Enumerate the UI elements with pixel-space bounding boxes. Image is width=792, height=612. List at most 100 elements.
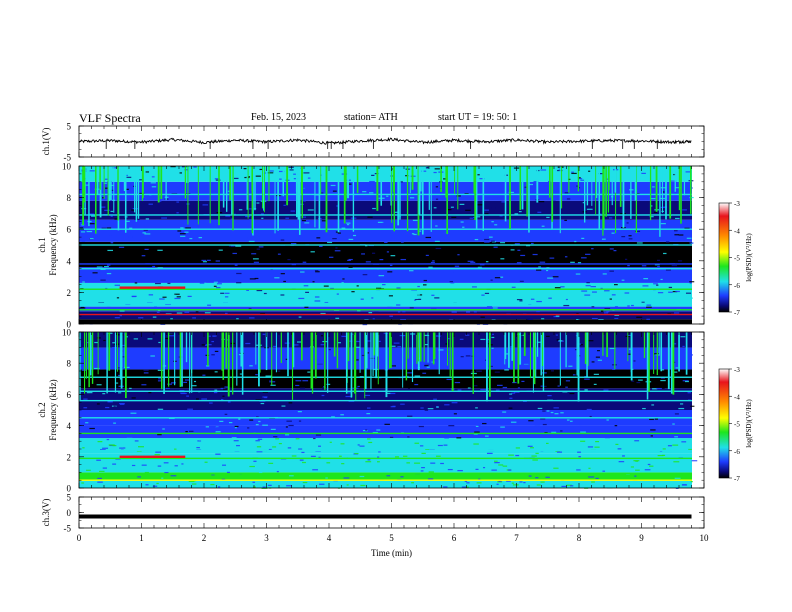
spectrogram-speckle	[293, 173, 298, 175]
spectrogram-speckle	[164, 471, 169, 474]
spectrogram-speckle	[167, 383, 173, 385]
spectrogram-speckle	[314, 270, 319, 272]
spectrogram-speckle	[205, 426, 209, 428]
spectrogram-speckle	[198, 237, 203, 239]
spectrogram-speckle	[689, 281, 695, 283]
spectrogram-speckle	[251, 253, 257, 255]
spectrogram-speckle	[146, 267, 152, 269]
spectrogram-speckle	[147, 243, 150, 245]
spectrogram-speckle	[356, 341, 360, 343]
spectrogram-speckle	[502, 411, 507, 413]
spectrogram-speckle	[167, 333, 173, 335]
spectrogram-speckle	[485, 347, 492, 349]
spectrogram-speckle	[97, 235, 101, 237]
spectrogram-speckle	[394, 370, 399, 372]
spectrogram-speckle	[689, 354, 693, 356]
spectrogram-speckle	[85, 422, 89, 424]
spectrogram-speckle	[110, 210, 114, 213]
spectrogram-speckle	[606, 178, 609, 180]
spectrogram-speckle	[485, 435, 489, 437]
spectrogram-speckle	[360, 361, 364, 363]
spectrogram-speckle	[209, 402, 213, 404]
colorbar-1	[718, 202, 730, 313]
spectrogram-speckle	[244, 480, 249, 482]
spectrogram-speckle	[387, 306, 393, 309]
spectrogram-speckle	[200, 394, 204, 396]
spectrogram-speckle	[280, 239, 285, 241]
spectrogram-speckle	[475, 246, 479, 248]
spectrogram-speckle	[547, 350, 551, 352]
spectrogram-speckle	[192, 317, 197, 319]
spectrogram-speckle	[446, 378, 453, 381]
spectrogram-speckle	[457, 469, 463, 472]
spectrogram-speckle	[372, 318, 375, 320]
spectrogram-speckle	[86, 392, 93, 394]
spectrogram-speckle	[145, 433, 151, 435]
spectrogram-speckle	[632, 366, 637, 368]
spectrogram-speckle	[652, 388, 658, 390]
spectrogram-speckle	[355, 346, 361, 348]
spectrogram-speckle	[611, 232, 615, 234]
spectrogram-speckle	[662, 367, 666, 370]
spectrogram-speckle	[449, 364, 454, 367]
spectrogram-speckle	[227, 190, 231, 192]
spectrogram-speckle	[299, 387, 306, 389]
transmitter-line	[79, 457, 692, 460]
spectrogram-speckle	[482, 287, 488, 290]
spectrogram-speckle	[602, 351, 608, 353]
spectrogram-speckle	[119, 315, 122, 317]
spectrogram-speckle	[438, 349, 444, 351]
spectrogram-speckle	[628, 235, 632, 237]
spectrogram-speckle	[435, 247, 442, 250]
transmitter-line	[79, 263, 692, 265]
spectrogram-speckle	[460, 356, 464, 358]
spectrogram-speckle	[157, 249, 163, 251]
spectrogram-speckle	[225, 215, 231, 217]
spectrogram-speckle	[532, 253, 538, 256]
colorbar-tick-label: -7	[734, 475, 740, 483]
spectrogram-speckle	[531, 455, 537, 457]
spectrogram-speckle	[581, 290, 588, 292]
station-label: station= ATH	[344, 112, 398, 123]
spectrogram-speckle	[500, 276, 504, 278]
spectrogram-speckle	[421, 170, 427, 172]
spectrogram-speckle	[309, 347, 312, 349]
spectrogram-speckle	[386, 475, 391, 477]
spectrogram-speckle	[215, 286, 221, 289]
spectrogram-speckle	[102, 197, 105, 199]
spectrogram-speckle	[566, 198, 571, 200]
spectrogram-speckle	[571, 172, 577, 175]
spectrogram-speckle	[552, 276, 559, 278]
spectrogram-speckle	[540, 207, 546, 209]
spectrogram-speckle	[667, 360, 674, 362]
spectrogram-speckle	[483, 412, 487, 414]
spectrogram-speckle	[507, 469, 512, 471]
spectrogram-speckle	[213, 392, 218, 394]
spectrogram-speckle	[283, 280, 286, 283]
spectrogram-speckle	[535, 477, 539, 479]
spectrogram-speckle	[160, 252, 164, 255]
spectrogram-speckle	[362, 440, 366, 442]
spectrogram-speckle	[273, 345, 277, 348]
spectrogram-speckle	[671, 180, 677, 182]
spectrogram-speckle	[156, 424, 161, 426]
spectrogram-speckle	[473, 443, 479, 445]
spectrogram-speckle	[474, 238, 479, 241]
spectrogram-speckle	[537, 211, 542, 213]
spectrogram-speckle	[289, 296, 294, 299]
spectrogram-speckle	[326, 383, 331, 385]
spectrogram-speckle	[672, 444, 679, 446]
spectrogram-speckle	[436, 406, 439, 408]
spectrogram-speckle	[188, 430, 194, 432]
spectrogram-speckle	[166, 205, 171, 208]
spectrogram-speckle	[289, 169, 294, 171]
spectrogram-speckle	[428, 266, 433, 268]
spectrogram-speckle	[278, 442, 282, 445]
spectrogram-speckle	[148, 392, 152, 394]
spectrogram-speckle	[456, 195, 461, 197]
spectrogram-speckle	[315, 271, 320, 273]
spectrogram-speckle	[536, 310, 540, 313]
spectrogram-speckle	[538, 266, 541, 268]
spectrogram-speckle	[83, 398, 88, 400]
spectrogram-speckle	[634, 230, 641, 232]
